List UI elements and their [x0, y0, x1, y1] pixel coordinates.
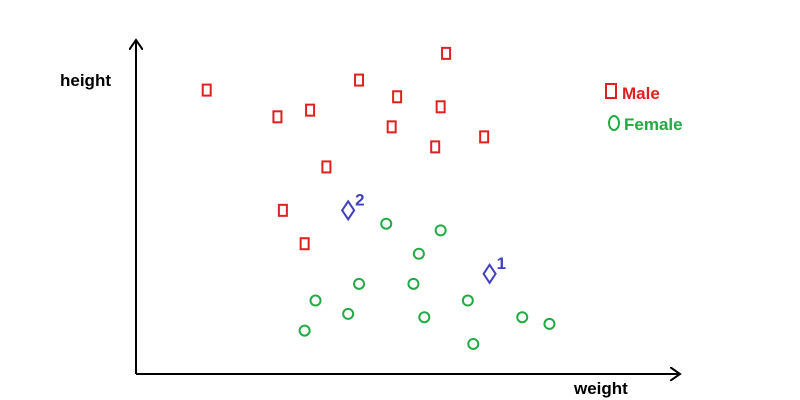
data-point-male-3: [354, 73, 365, 87]
data-point-male-0: [201, 83, 212, 97]
annotations-layer: 21: [340, 190, 506, 285]
data-point-female-9: [298, 324, 311, 337]
data-point-female-7: [418, 311, 431, 324]
data-point-female-10: [516, 311, 529, 324]
data-point-male-11: [277, 203, 288, 217]
data-point-male-12: [299, 237, 310, 251]
data-point-female-12: [467, 337, 480, 350]
annotation-label-1: 1: [497, 254, 506, 273]
annotation-label-2: 2: [355, 190, 364, 209]
annotation-marker-2: [340, 199, 356, 222]
data-point-male-1: [272, 110, 283, 124]
data-point-male-8: [430, 140, 441, 154]
data-point-male-9: [479, 130, 490, 144]
data-point-male-7: [386, 120, 397, 134]
data-point-female-0: [380, 217, 393, 230]
legend-female-marker: [608, 115, 620, 131]
legend: Male Female: [605, 83, 683, 134]
data-point-female-6: [342, 307, 355, 320]
data-point-male-4: [392, 90, 403, 104]
y-axis-label: height: [60, 71, 111, 90]
data-point-female-2: [412, 247, 425, 260]
data-point-male-6: [435, 100, 446, 114]
legend-female-label: Female: [624, 115, 683, 134]
legend-male-label: Male: [622, 84, 660, 103]
data-point-female-8: [461, 294, 474, 307]
data-point-female-5: [309, 294, 322, 307]
data-point-male-2: [305, 103, 316, 117]
data-point-male-10: [321, 160, 332, 174]
legend-male-marker: [605, 83, 617, 99]
data-point-male-5: [441, 46, 452, 60]
x-axis-label: weight: [573, 379, 628, 398]
annotation-marker-1: [482, 262, 497, 285]
data-point-female-3: [353, 277, 366, 290]
data-point-female-4: [407, 277, 420, 290]
data-point-female-11: [543, 317, 556, 330]
data-point-female-1: [434, 224, 447, 237]
points-layer: [201, 46, 556, 350]
